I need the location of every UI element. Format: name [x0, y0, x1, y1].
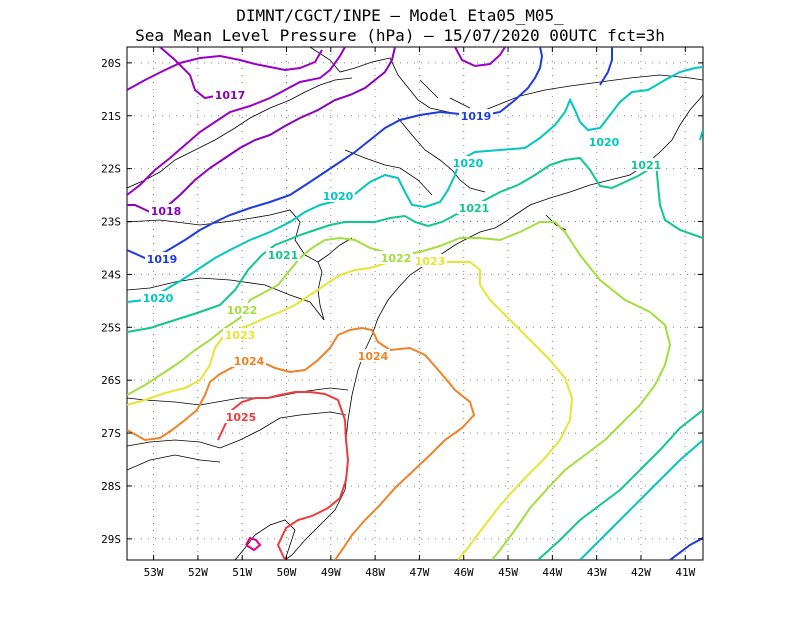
isobar-1020 [127, 66, 703, 303]
y-tick-label: 28S [101, 480, 121, 493]
x-tick-label: 43W [587, 566, 607, 579]
isobar-labels: 1017 1018 1019 1019 1020 1020 1020 1020 … [141, 88, 663, 424]
isobar-1019 [669, 537, 703, 560]
y-tick-label: 26S [101, 374, 121, 387]
isobar-label-1024-east: 1024 [358, 350, 389, 363]
border-path [127, 411, 347, 449]
isobar-1025 [217, 391, 350, 560]
x-tick-label: 44W [542, 566, 562, 579]
y-tick-label: 25S [101, 321, 121, 334]
x-tick-label: 42W [631, 566, 651, 579]
isobar-1019 [127, 47, 544, 260]
x-tick-label: 47W [409, 566, 429, 579]
isobar-label-1018: 1018 [151, 205, 182, 218]
isobar-1019 [599, 47, 613, 86]
y-tick-label: 20S [101, 57, 121, 70]
y-axis: 20S 21S 22S 23S 24S 25S 26S 27S 28S 29S [101, 57, 703, 546]
isobar-label-1020-west: 1020 [143, 292, 174, 305]
isobar-label-1020-east: 1020 [589, 136, 620, 149]
border-path [127, 454, 221, 471]
isobar-label-1020-north: 1020 [453, 157, 484, 170]
isobar-label-1023-east: 1023 [415, 255, 446, 268]
isobar-1017 [454, 47, 506, 68]
isobar-1018 [127, 47, 396, 214]
isobar-1017 [127, 47, 346, 196]
x-tick-label: 46W [454, 566, 474, 579]
isobar-label-1019-east: 1019 [461, 110, 492, 123]
isobar-label-1020-center: 1020 [323, 190, 354, 203]
y-tick-label: 21S [101, 110, 121, 123]
isobar-1024 [127, 326, 476, 560]
isobar-label-1021-east: 1021 [631, 159, 662, 172]
border-path [449, 97, 471, 109]
isobar-1017 [127, 49, 323, 91]
y-tick-label: 23S [101, 216, 121, 229]
border-path [127, 77, 353, 189]
isobar-label-1025: 1025 [226, 411, 257, 424]
isobar-1020 [579, 439, 703, 560]
isobar-label-1021-center: 1021 [459, 202, 490, 215]
border-path [127, 209, 325, 321]
plot-frame [126, 46, 704, 561]
y-tick-label: 29S [101, 533, 121, 546]
x-tick-label: 50W [277, 566, 297, 579]
isobar-1025 [245, 536, 262, 552]
isobar-label-1023-west: 1023 [225, 329, 256, 342]
isobar-1021 [537, 409, 703, 560]
x-tick-label: 53W [144, 566, 164, 579]
x-axis: 53W 52W 51W 50W 49W 48W 47W 46W 45W 44W 43W 42W 41W [144, 47, 696, 579]
isobar-label-1024-west: 1024 [234, 355, 265, 368]
isobar-1021 [127, 156, 703, 333]
isobar-label-1022-east: 1022 [381, 252, 412, 265]
x-tick-label: 45W [498, 566, 518, 579]
border-path [317, 237, 353, 263]
x-tick-label: 49W [321, 566, 341, 579]
isobar-label-1019-west: 1019 [147, 253, 178, 266]
isobar-label-1017: 1017 [215, 89, 246, 102]
isobar-label-1022-west: 1022 [227, 304, 258, 317]
x-tick-label: 41W [675, 566, 695, 579]
y-tick-label: 27S [101, 427, 121, 440]
x-tick-label: 52W [188, 566, 208, 579]
y-tick-label: 24S [101, 268, 121, 281]
border-path [344, 149, 433, 196]
map-title-line-2: Sea Mean Level Pressure (hPa) – 15/07/20… [135, 26, 665, 45]
isobar-1020 [699, 129, 703, 141]
border-path [397, 117, 486, 193]
isobar-1017 [159, 47, 216, 100]
x-tick-label: 48W [365, 566, 385, 579]
border-path [127, 387, 349, 406]
map-title-line-1: DIMNT/CGCT/INPE – Model Eta05_M05_ [236, 6, 564, 25]
border-path [419, 79, 439, 99]
x-tick-label: 51W [232, 566, 252, 579]
y-tick-label: 22S [101, 163, 121, 176]
isobar-label-1021-west: 1021 [268, 249, 299, 262]
